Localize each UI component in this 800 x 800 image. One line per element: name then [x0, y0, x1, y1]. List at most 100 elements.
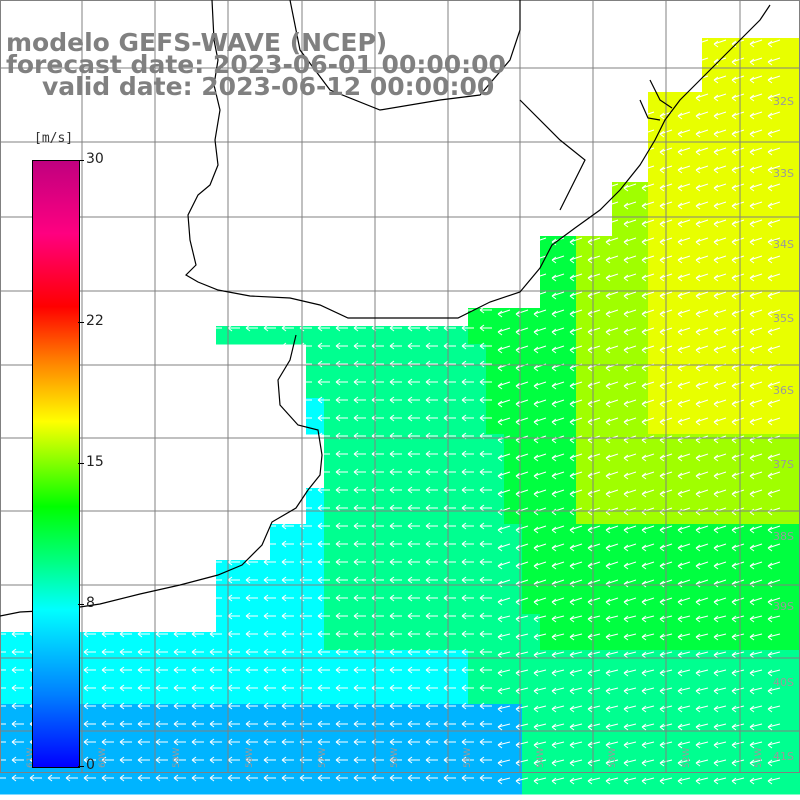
wind-arrow	[641, 129, 655, 138]
wind-arrow	[605, 777, 619, 785]
wind-arrow	[353, 396, 366, 404]
wind-arrow	[767, 723, 781, 731]
wind-cell	[360, 434, 379, 453]
wind-arrow	[425, 414, 438, 422]
wind-arrow	[641, 597, 655, 606]
wind-arrow	[173, 774, 186, 782]
wind-cell	[792, 632, 800, 651]
wind-cell	[324, 758, 343, 777]
wind-arrow	[83, 666, 96, 674]
wind-arrow	[317, 702, 330, 710]
wind-arrow	[335, 576, 348, 584]
wind-arrow	[227, 684, 240, 692]
wind-cell	[396, 398, 415, 417]
wind-arrow	[281, 666, 294, 674]
wind-arrow	[695, 399, 709, 408]
wind-arrow	[713, 777, 727, 785]
wind-arrow	[731, 597, 745, 606]
wind-cell	[396, 686, 415, 705]
wind-arrow	[605, 183, 619, 192]
wind-arrow	[749, 327, 763, 336]
wind-arrow	[281, 342, 294, 350]
wind-arrow	[767, 399, 781, 408]
wind-arrow	[263, 324, 276, 332]
wind-arrow	[245, 558, 258, 566]
wind-cell	[144, 704, 163, 723]
wind-cell	[360, 560, 379, 579]
wind-cell	[378, 578, 397, 597]
wind-cell	[306, 380, 325, 399]
wind-arrow	[713, 399, 727, 408]
wind-cell	[306, 524, 325, 543]
wind-cell	[162, 668, 181, 687]
wind-arrow	[695, 759, 709, 767]
wind-arrow	[569, 273, 583, 282]
wind-cell	[324, 632, 343, 651]
wind-arrow	[407, 414, 420, 422]
wind-cell	[216, 686, 235, 705]
wind-arrow	[551, 471, 565, 480]
wind-arrow	[641, 759, 655, 767]
wind-arrow	[137, 648, 150, 656]
wind-cell	[90, 758, 109, 777]
coastline-interior-border	[289, 0, 586, 211]
wind-arrow	[695, 615, 709, 623]
wind-arrow	[605, 669, 619, 677]
wind-arrow	[119, 630, 132, 638]
wind-cell	[468, 668, 487, 687]
colorbar-tick-label: 30	[86, 151, 104, 167]
wind-arrow	[209, 612, 222, 620]
wind-arrow	[155, 630, 168, 638]
colorbar-tick-label: 0	[86, 757, 95, 773]
wind-cell	[378, 362, 397, 381]
wind-arrow	[335, 666, 348, 674]
wind-cell	[792, 380, 800, 399]
wind-arrow	[695, 741, 709, 749]
wind-arrow	[695, 381, 709, 390]
wind-arrow	[479, 540, 492, 548]
wind-cell	[468, 524, 487, 543]
wind-arrow	[425, 468, 438, 476]
wind-cell	[792, 92, 800, 111]
wind-cell	[450, 704, 469, 723]
wind-cell	[306, 758, 325, 777]
lon-label: 60W	[98, 747, 108, 768]
wind-arrow	[209, 594, 222, 602]
wind-arrow	[479, 648, 492, 656]
wind-arrow	[425, 666, 438, 674]
wind-arrow	[713, 525, 727, 534]
wind-arrow	[695, 183, 709, 192]
wind-arrow	[209, 558, 222, 566]
wind-cell	[396, 650, 415, 669]
wind-arrow	[281, 756, 294, 764]
wind-cell	[792, 164, 800, 183]
wind-arrow	[407, 450, 420, 458]
lon-label: 58W	[245, 747, 255, 768]
wind-arrow	[101, 720, 114, 728]
wind-arrow	[479, 612, 492, 620]
wind-arrow	[767, 669, 781, 677]
wind-cell	[774, 524, 793, 543]
wind-arrow	[749, 777, 763, 785]
wind-arrow	[245, 324, 258, 332]
wind-arrow	[569, 669, 583, 677]
wind-cell	[468, 380, 487, 399]
wind-cell	[252, 740, 271, 759]
wind-arrow	[443, 414, 456, 422]
wind-cell	[450, 524, 469, 543]
wind-cell	[324, 344, 343, 363]
wind-arrow	[749, 75, 763, 84]
wind-arrow	[461, 468, 474, 476]
wind-arrow	[623, 543, 637, 552]
wind-arrow	[587, 255, 601, 264]
wind-arrow	[443, 630, 456, 638]
wind-cell	[360, 704, 379, 723]
wind-arrow	[767, 201, 781, 210]
wind-cell	[18, 776, 37, 795]
wind-cell	[450, 398, 469, 417]
wind-arrow	[533, 453, 547, 462]
wind-arrow	[533, 327, 547, 336]
wind-arrow	[587, 561, 601, 570]
wind-arrow	[551, 561, 565, 570]
wind-arrow	[479, 774, 492, 782]
